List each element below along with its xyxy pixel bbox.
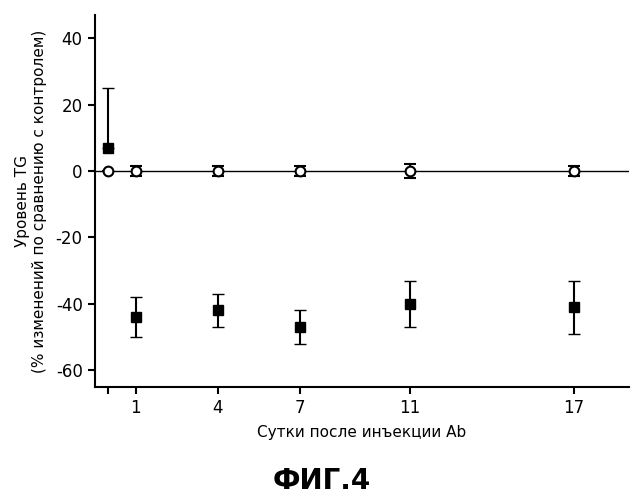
Y-axis label: Уровень TG
(% изменений по сравнению с контролем): Уровень TG (% изменений по сравнению с к…: [15, 30, 48, 372]
Text: ФИГ.4: ФИГ.4: [273, 467, 371, 495]
X-axis label: Сутки после инъекции Ab: Сутки после инъекции Ab: [257, 425, 466, 440]
